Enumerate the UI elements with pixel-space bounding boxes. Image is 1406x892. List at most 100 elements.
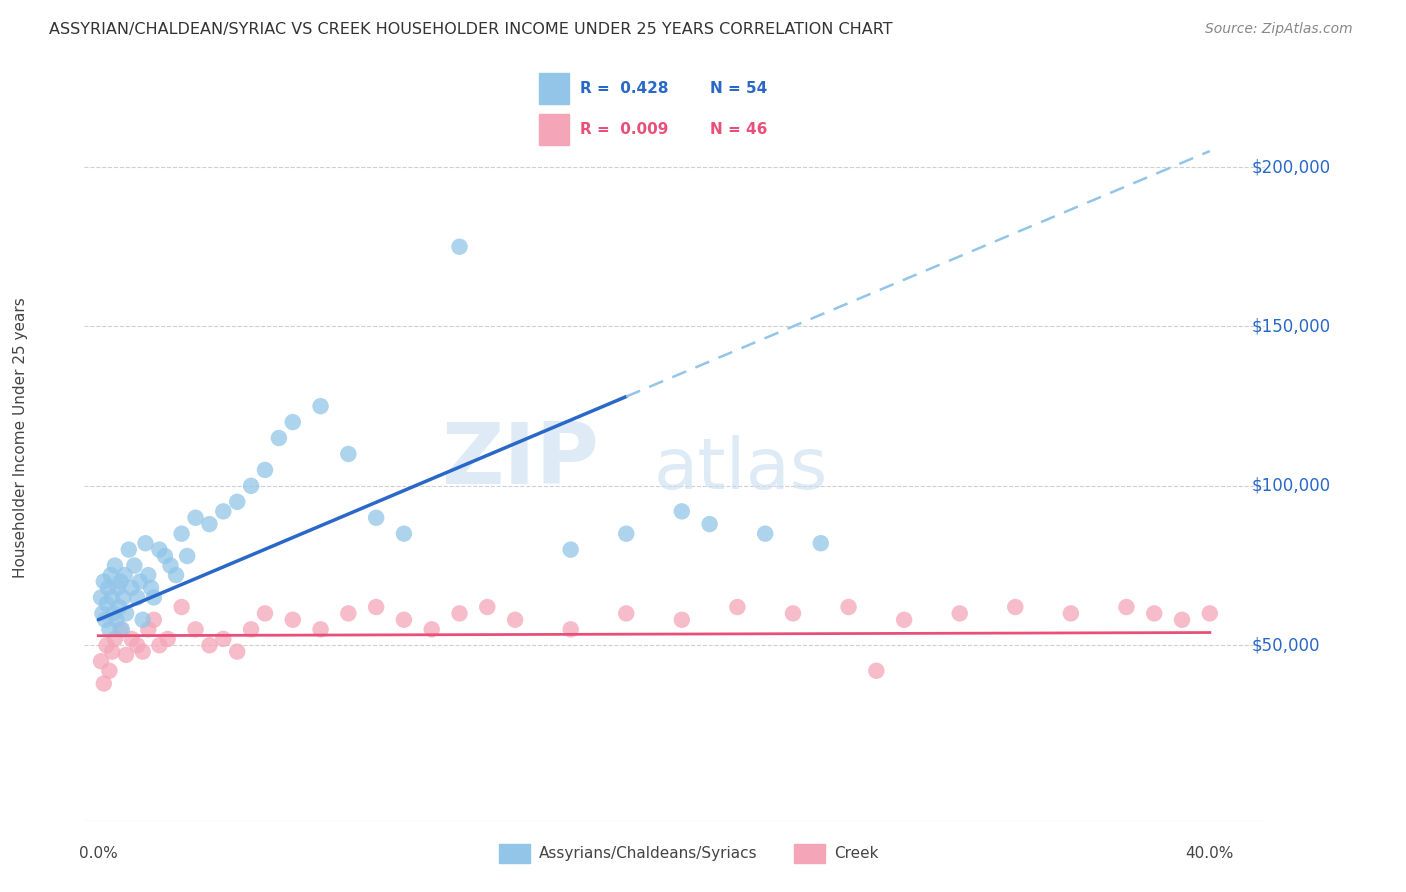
Text: Source: ZipAtlas.com: Source: ZipAtlas.com — [1205, 22, 1353, 37]
Point — [337, 607, 360, 621]
Point — [1198, 607, 1220, 621]
Point — [98, 664, 121, 678]
Point — [366, 510, 388, 524]
Point — [104, 558, 127, 573]
Point — [90, 591, 112, 605]
Point — [240, 479, 263, 493]
Point — [560, 542, 582, 557]
Text: Householder Income Under 25 years: Householder Income Under 25 years — [13, 298, 28, 578]
Point — [477, 600, 499, 615]
Point — [699, 517, 721, 532]
Point — [281, 415, 304, 429]
Point — [176, 549, 198, 563]
Point — [725, 600, 748, 615]
Point — [93, 574, 115, 589]
Point — [142, 613, 165, 627]
Point — [212, 504, 235, 518]
Point — [90, 654, 112, 668]
Text: $50,000: $50,000 — [1251, 636, 1320, 654]
Point — [136, 623, 159, 637]
Point — [810, 536, 832, 550]
Point — [101, 645, 124, 659]
Point — [121, 581, 143, 595]
Point — [111, 623, 134, 637]
Point — [281, 613, 304, 627]
Point — [309, 399, 332, 413]
Point — [337, 447, 360, 461]
Point — [127, 591, 149, 605]
Point — [110, 623, 132, 637]
Point — [893, 613, 915, 627]
Point — [101, 591, 124, 605]
Text: R =  0.428: R = 0.428 — [581, 81, 669, 95]
Point — [1171, 613, 1194, 627]
Point — [94, 613, 117, 627]
Point — [226, 645, 249, 659]
Text: ASSYRIAN/CHALDEAN/SYRIAC VS CREEK HOUSEHOLDER INCOME UNDER 25 YEARS CORRELATION : ASSYRIAN/CHALDEAN/SYRIAC VS CREEK HOUSEH… — [49, 22, 893, 37]
Point — [614, 526, 637, 541]
Point — [212, 632, 235, 646]
Point — [165, 568, 187, 582]
Point — [96, 597, 118, 611]
Point — [91, 607, 114, 621]
Point — [170, 526, 193, 541]
Point — [449, 607, 471, 621]
Point — [366, 600, 388, 615]
Text: $200,000: $200,000 — [1251, 158, 1330, 176]
Point — [132, 613, 155, 627]
Text: R =  0.009: R = 0.009 — [581, 122, 669, 136]
Point — [1060, 607, 1083, 621]
Point — [226, 495, 249, 509]
Point — [614, 607, 637, 621]
Point — [114, 568, 136, 582]
Point — [118, 542, 141, 557]
Text: N = 46: N = 46 — [710, 122, 768, 136]
Point — [134, 536, 156, 550]
Point — [309, 623, 332, 637]
Point — [127, 638, 149, 652]
Point — [449, 240, 471, 254]
Point — [108, 600, 131, 615]
Point — [671, 504, 693, 518]
Point — [240, 623, 263, 637]
Text: 40.0%: 40.0% — [1185, 847, 1234, 861]
Point — [112, 591, 135, 605]
Point — [148, 542, 170, 557]
Point — [782, 607, 804, 621]
Point — [754, 526, 776, 541]
Point — [267, 431, 290, 445]
Point — [105, 613, 128, 627]
Point — [96, 638, 118, 652]
Text: Assyrians/Chaldeans/Syriacs: Assyrians/Chaldeans/Syriacs — [538, 847, 756, 861]
Point — [121, 632, 143, 646]
Point — [136, 568, 159, 582]
Point — [148, 638, 170, 652]
Point — [838, 600, 860, 615]
Point — [560, 623, 582, 637]
Point — [153, 549, 176, 563]
Point — [110, 574, 132, 589]
Point — [97, 581, 120, 595]
Point — [139, 581, 162, 595]
Point — [253, 607, 276, 621]
Text: $100,000: $100,000 — [1251, 477, 1330, 495]
Point — [100, 568, 122, 582]
Point — [98, 623, 121, 637]
Point — [949, 607, 972, 621]
Point — [671, 613, 693, 627]
Point — [132, 645, 155, 659]
Bar — [538, 114, 568, 145]
Point — [503, 613, 526, 627]
Text: 0.0%: 0.0% — [79, 847, 118, 861]
Bar — [538, 73, 568, 104]
Point — [115, 607, 138, 621]
Point — [115, 648, 138, 662]
Point — [198, 638, 221, 652]
Point — [103, 607, 125, 621]
Point — [104, 632, 127, 646]
Point — [93, 676, 115, 690]
Point — [198, 517, 221, 532]
Point — [392, 526, 415, 541]
Point — [107, 581, 129, 595]
Point — [253, 463, 276, 477]
